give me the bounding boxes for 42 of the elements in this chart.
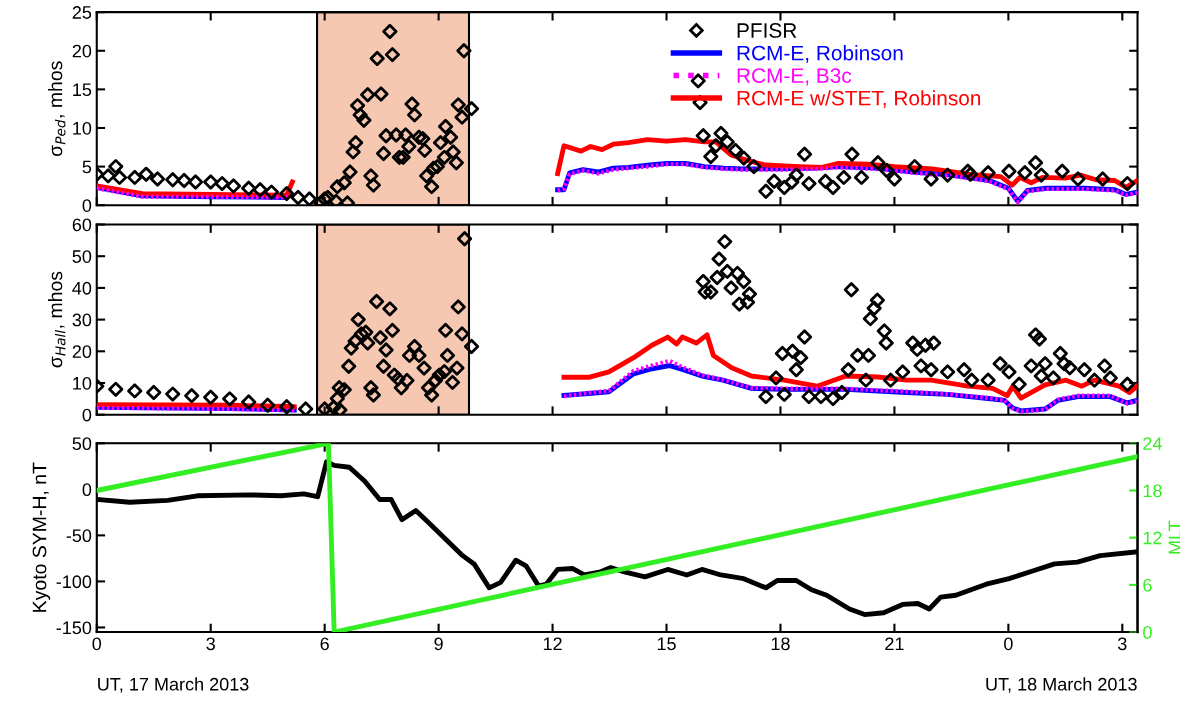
y-tick-label: 50	[72, 437, 92, 451]
y-axis-title: Kyoto SYM-H, nT	[32, 462, 51, 612]
y-tick-label: 40	[72, 281, 92, 295]
y-tick-label: 5	[82, 160, 92, 174]
y2-tick-label: 18	[1143, 484, 1162, 498]
y-axis-title: σ$_{Ped}$, mhos	[48, 61, 66, 157]
x-tick-label: 3	[206, 637, 215, 651]
y2-tick-label: 6	[1143, 578, 1152, 592]
legend-label: RCM-E w/STET, Robinson	[737, 90, 981, 108]
y-tick-label: 20	[72, 345, 92, 359]
y-tick-label: 60	[72, 218, 92, 232]
y2-tick-label: 12	[1143, 531, 1162, 545]
y-tick-label: 0	[82, 408, 92, 422]
y-tick-label: 30	[72, 313, 92, 327]
legend-label: RCM-E, Robinson	[737, 45, 903, 63]
x-tick-label: 9	[434, 637, 443, 651]
y-tick-label: 0	[82, 199, 92, 212]
x-tick-label: 0	[92, 637, 102, 651]
y-tick-label: -100	[56, 575, 92, 589]
y-axis-title: σ$_{Hall}$, mhos	[48, 271, 66, 368]
y2-tick-label: 0	[1143, 625, 1152, 639]
legend-label: PFISR	[737, 23, 797, 38]
y2-tick-label: 24	[1143, 437, 1162, 450]
x-tick-label: 6	[320, 637, 329, 651]
y-tick-label: 15	[73, 83, 92, 97]
y-tick-label: -50	[66, 529, 92, 543]
x-tick-label: 18	[771, 637, 790, 651]
x-tick-label: 15	[657, 637, 676, 651]
y-tick-label: 25	[72, 6, 92, 19]
x-tick-label: 21	[885, 637, 904, 651]
legend-label: RCM-E, B3c	[737, 68, 852, 86]
text: UT, 17 March 2013	[98, 677, 249, 693]
y-tick-label: 0	[82, 483, 92, 497]
x-tick-label: 12	[543, 637, 562, 651]
y-tick-label: 50	[72, 250, 92, 263]
x-tick-label: 3	[1117, 637, 1127, 651]
x-tick-label: 0	[1004, 637, 1013, 651]
y-tick-label: 20	[72, 44, 92, 58]
text: UT, 18 March 2013	[986, 677, 1137, 693]
y-tick-label: 10	[73, 376, 92, 390]
y-tick-label: -150	[56, 621, 92, 635]
y-tick-label: 10	[73, 121, 92, 135]
